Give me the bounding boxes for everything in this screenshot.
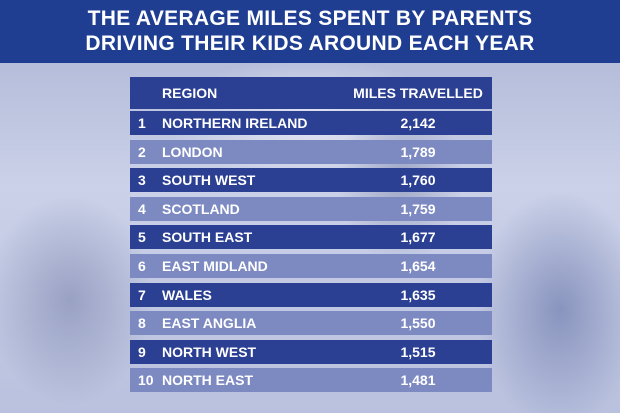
miles-cell: 1,635 — [400, 286, 436, 303]
region-cell: EAST ANGLIA — [162, 315, 257, 332]
rank-cell: 4 — [138, 200, 146, 217]
region-cell: NORTH EAST — [162, 372, 253, 389]
column-header-region: REGION — [162, 85, 218, 101]
rank-cell: 1 — [138, 115, 146, 131]
table-row: 10 NORTH EAST 1,481 — [130, 368, 492, 393]
miles-cell: 1,677 — [400, 229, 436, 246]
table-row: 3 SOUTH WEST 1,760 — [130, 168, 492, 193]
table-row: 7 WALES 1,635 — [130, 282, 492, 307]
region-cell: SOUTH WEST — [162, 172, 256, 189]
chart-title-line-2: DRIVING THEIR KIDS AROUND EACH YEAR — [85, 32, 535, 55]
rank-cell: 7 — [138, 286, 146, 303]
column-header-miles: MILES TRAVELLED — [353, 85, 483, 101]
miles-cell: 1,760 — [400, 172, 436, 189]
region-cell: SCOTLAND — [162, 200, 240, 217]
miles-table: REGION MILES TRAVELLED 1 NORTHERN IRELAND… — [130, 77, 492, 397]
rank-cell: 5 — [138, 229, 146, 246]
table-row: 6 EAST MIDLAND 1,654 — [130, 253, 492, 278]
chart-title-line-1: THE AVERAGE MILES SPENT BY PARENTS — [87, 7, 533, 30]
miles-cell: 2,142 — [400, 115, 436, 131]
table-row: 1 NORTHERN IRELAND 2,142 — [130, 111, 492, 135]
rank-cell: 2 — [138, 143, 146, 160]
region-cell: WALES — [162, 286, 212, 303]
table-header-row: REGION MILES TRAVELLED — [130, 77, 492, 109]
table-row: 2 LONDON 1,789 — [130, 139, 492, 164]
table-row: 9 NORTH WEST 1,515 — [130, 339, 492, 364]
table-body: 1 NORTHERN IRELAND 2,142 2 LONDON 1,789 3 SOUTH… — [130, 111, 492, 393]
region-cell: NORTH WEST — [162, 343, 257, 360]
chart-title: THE AVERAGE MILES SPENT BY PARENTS DRIVI… — [0, 6, 620, 56]
miles-cell: 1,789 — [400, 143, 436, 160]
region-cell: SOUTH EAST — [162, 229, 253, 246]
miles-cell: 1,515 — [400, 343, 436, 360]
region-cell: EAST MIDLAND — [162, 257, 268, 274]
rank-cell: 10 — [138, 372, 154, 389]
rank-cell: 6 — [138, 257, 146, 274]
table-row: 5 SOUTH EAST 1,677 — [130, 225, 492, 250]
rank-cell: 9 — [138, 343, 146, 360]
miles-cell: 1,481 — [400, 372, 436, 389]
region-cell: LONDON — [162, 143, 223, 160]
table-row: 4 SCOTLAND 1,759 — [130, 196, 492, 221]
miles-cell: 1,550 — [400, 315, 436, 332]
table-row: 8 EAST ANGLIA 1,550 — [130, 311, 492, 336]
title-banner: THE AVERAGE MILES SPENT BY PARENTS DRIVI… — [0, 0, 620, 63]
rank-cell: 8 — [138, 315, 146, 332]
region-cell: NORTHERN IRELAND — [162, 115, 308, 131]
rank-cell: 3 — [138, 172, 146, 189]
miles-cell: 1,654 — [400, 257, 436, 274]
miles-cell: 1,759 — [400, 200, 436, 217]
